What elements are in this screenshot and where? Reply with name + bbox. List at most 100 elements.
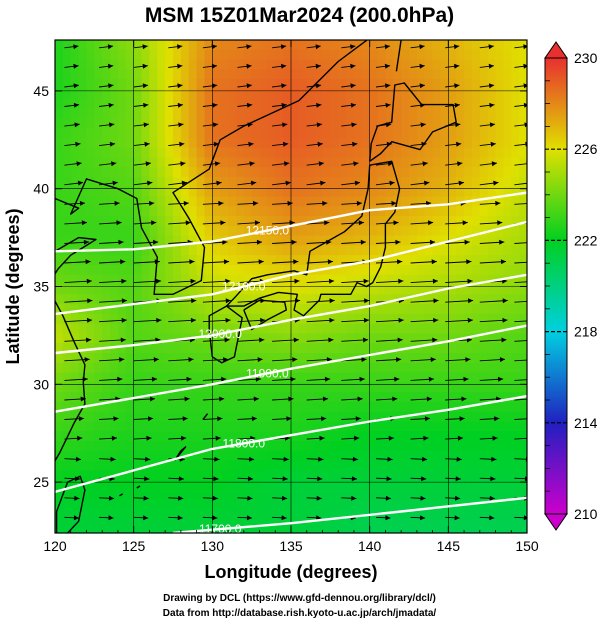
field-cell (235, 284, 245, 295)
field-cell (338, 294, 347, 305)
field-cell (306, 480, 316, 491)
field-cell (180, 88, 190, 100)
field-cell (519, 470, 527, 481)
field-cell (424, 196, 434, 207)
field-cell (220, 323, 229, 335)
field-cell (141, 441, 150, 452)
field-cell (110, 128, 119, 139)
field-cell (503, 539, 512, 549)
field-cell (409, 167, 418, 178)
field-cell (511, 274, 520, 286)
field-cell (291, 392, 300, 403)
field-cell (471, 176, 481, 188)
field-cell (487, 421, 497, 432)
field-cell (511, 206, 520, 217)
field-cell (235, 265, 245, 276)
field-cell (94, 401, 103, 413)
field-cell (338, 216, 347, 227)
field-cell (298, 128, 308, 139)
field-cell (519, 255, 527, 266)
field-cell (70, 196, 80, 207)
field-cell (432, 40, 442, 51)
field-cell (401, 480, 410, 491)
field-cell (424, 529, 434, 533)
field-cell (448, 196, 457, 207)
field-cell (117, 392, 127, 403)
field-cell (353, 323, 363, 335)
field-cell (409, 411, 418, 423)
field-cell (377, 216, 386, 227)
field-cell (385, 147, 394, 158)
wind-arrow-head (281, 63, 287, 69)
field-cell (401, 519, 410, 530)
field-cell (204, 490, 213, 501)
field-cell (361, 59, 371, 70)
field-cell (361, 392, 371, 403)
field-cell (361, 490, 371, 501)
field-cell (102, 225, 111, 237)
field-cell (94, 147, 103, 158)
wind-arrow-head (146, 435, 152, 441)
field-cell (361, 450, 371, 462)
field-cell (86, 490, 95, 501)
field-cell (464, 235, 473, 246)
field-cell (251, 490, 261, 501)
wind-arrow-head (147, 180, 153, 186)
field-cell (180, 353, 190, 364)
field-cell (62, 372, 72, 383)
field-cell (243, 235, 253, 246)
field-cell (165, 147, 174, 158)
field-cell (471, 274, 481, 286)
field-cell (416, 401, 426, 413)
field-cell (188, 343, 198, 354)
field-cell (94, 529, 103, 533)
field-cell (464, 529, 473, 533)
wind-arrow-head (385, 102, 391, 108)
field-cell (267, 353, 276, 364)
field-cell (275, 108, 284, 119)
field-cell (141, 480, 150, 491)
field-cell (377, 79, 386, 90)
field-cell (102, 470, 111, 481)
field-cell (188, 353, 198, 364)
field-cell (196, 499, 206, 511)
coastline (202, 413, 209, 420)
field-cell (322, 206, 331, 217)
wind-arrow-head (294, 298, 301, 304)
field-cell (432, 499, 442, 511)
field-cell (330, 147, 339, 158)
field-cell (448, 470, 457, 481)
field-cell (314, 147, 324, 158)
wind-arrow-head (214, 456, 220, 462)
field-cell (212, 323, 221, 335)
field-cell (464, 176, 473, 188)
field-cell (180, 147, 190, 158)
field-cell (141, 255, 150, 266)
field-cell (204, 88, 213, 100)
field-cell (188, 137, 198, 149)
field-cell (456, 382, 465, 393)
field-cell (495, 147, 504, 158)
field-cell (519, 401, 527, 413)
field-cell (62, 401, 72, 413)
field-cell (70, 304, 80, 315)
field-cell (298, 480, 308, 491)
field-cell (353, 274, 363, 286)
field-cell (165, 343, 174, 354)
field-cell (471, 519, 481, 530)
contour-label: 11900.0 (246, 366, 289, 380)
wind-arrow-head (118, 239, 124, 245)
field-cell (519, 509, 527, 520)
field-cell (495, 216, 504, 227)
field-cell (251, 411, 261, 423)
field-cell (338, 460, 347, 471)
field-cell (117, 519, 127, 530)
field-cell (471, 304, 481, 315)
field-cell (385, 411, 394, 423)
wind-arrow-head (326, 357, 332, 363)
field-cell (314, 441, 324, 452)
wind-arrow-head (87, 317, 93, 323)
field-cell (141, 343, 150, 354)
field-cell (511, 353, 520, 364)
field-cell (275, 69, 284, 80)
